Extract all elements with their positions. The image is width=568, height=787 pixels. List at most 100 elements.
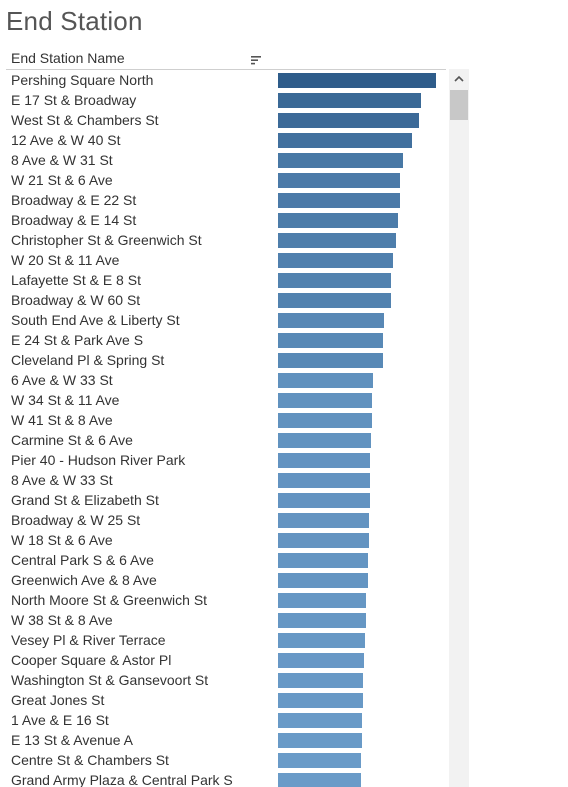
category-label: E 24 St & Park Ave S (11, 332, 144, 348)
table-row[interactable]: Centre St & Chambers St (0, 750, 446, 770)
table-row[interactable]: W 38 St & 8 Ave (0, 610, 446, 630)
category-label: Broadway & E 22 St (11, 192, 137, 208)
bar[interactable] (278, 273, 391, 288)
category-label: Great Jones St (11, 692, 105, 708)
category-label: Central Park S & 6 Ave (11, 552, 154, 568)
category-label: W 21 St & 6 Ave (11, 172, 113, 188)
table-row[interactable]: Pier 40 - Hudson River Park (0, 450, 446, 470)
category-label: Vesey Pl & River Terrace (11, 632, 166, 648)
category-label: E 13 St & Avenue A (11, 732, 133, 748)
bar[interactable] (278, 713, 362, 728)
bar[interactable] (278, 473, 370, 488)
column-header[interactable]: End Station Name (11, 50, 125, 66)
bar[interactable] (278, 453, 370, 468)
bar[interactable] (278, 333, 383, 348)
table-row[interactable]: Washington St & Gansevoort St (0, 670, 446, 690)
table-row[interactable]: Pershing Square North (0, 70, 446, 90)
bar[interactable] (278, 133, 412, 148)
bar[interactable] (278, 553, 368, 568)
bar[interactable] (278, 773, 361, 787)
table-row[interactable]: Greenwich Ave & 8 Ave (0, 570, 446, 590)
table-row[interactable]: E 17 St & Broadway (0, 90, 446, 110)
bar[interactable] (278, 413, 372, 428)
category-label: W 41 St & 8 Ave (11, 412, 113, 428)
scroll-up-button[interactable] (449, 69, 469, 89)
table-row[interactable]: Christopher St & Greenwich St (0, 230, 446, 250)
bar[interactable] (278, 493, 370, 508)
table-row[interactable]: 8 Ave & W 33 St (0, 470, 446, 490)
bar[interactable] (278, 253, 393, 268)
category-label: Broadway & W 25 St (11, 512, 141, 528)
bar[interactable] (278, 433, 371, 448)
table-row[interactable]: West St & Chambers St (0, 110, 446, 130)
table-row[interactable]: W 34 St & 11 Ave (0, 390, 446, 410)
table-row[interactable]: 6 Ave & W 33 St (0, 370, 446, 390)
table-row[interactable]: Cleveland Pl & Spring St (0, 350, 446, 370)
table-row[interactable]: North Moore St & Greenwich St (0, 590, 446, 610)
bar[interactable] (278, 393, 372, 408)
category-label: W 20 St & 11 Ave (11, 252, 120, 268)
table-row[interactable]: Broadway & W 25 St (0, 510, 446, 530)
bar[interactable] (278, 173, 400, 188)
bar[interactable] (278, 613, 366, 628)
bar[interactable] (278, 193, 400, 208)
bar[interactable] (278, 633, 365, 648)
bar[interactable] (278, 733, 362, 748)
bar[interactable] (278, 653, 364, 668)
table-row[interactable]: E 24 St & Park Ave S (0, 330, 446, 350)
table-row[interactable]: Grand St & Elizabeth St (0, 490, 446, 510)
category-label: Broadway & E 14 St (11, 212, 137, 228)
category-label: E 17 St & Broadway (11, 92, 137, 108)
table-row[interactable]: Grand Army Plaza & Central Park S (0, 770, 446, 787)
table-row[interactable]: W 21 St & 6 Ave (0, 170, 446, 190)
table-row[interactable]: Broadway & E 22 St (0, 190, 446, 210)
table-row[interactable]: Cooper Square & Astor Pl (0, 650, 446, 670)
chevron-up-icon (454, 75, 464, 82)
category-label: Broadway & W 60 St (11, 292, 141, 308)
bar[interactable] (278, 113, 419, 128)
category-label: Washington St & Gansevoort St (11, 672, 209, 688)
scrollbar-thumb[interactable] (450, 90, 468, 120)
table-row[interactable]: Broadway & E 14 St (0, 210, 446, 230)
category-label: Carmine St & 6 Ave (11, 432, 133, 448)
table-row[interactable]: South End Ave & Liberty St (0, 310, 446, 330)
bar[interactable] (278, 213, 398, 228)
bar[interactable] (278, 313, 384, 328)
bar[interactable] (278, 353, 383, 368)
bar[interactable] (278, 293, 391, 308)
table-row[interactable]: Central Park S & 6 Ave (0, 550, 446, 570)
sort-descending-icon[interactable] (250, 54, 262, 66)
bar[interactable] (278, 93, 421, 108)
category-label: Pier 40 - Hudson River Park (11, 452, 186, 468)
bar[interactable] (278, 573, 368, 588)
table-row[interactable]: Carmine St & 6 Ave (0, 430, 446, 450)
bar[interactable] (278, 233, 396, 248)
table-row[interactable]: Lafayette St & E 8 St (0, 270, 446, 290)
bar[interactable] (278, 73, 436, 88)
bar[interactable] (278, 153, 403, 168)
bar[interactable] (278, 593, 366, 608)
bar[interactable] (278, 753, 361, 768)
table-row[interactable]: Vesey Pl & River Terrace (0, 630, 446, 650)
table-row[interactable]: 1 Ave & E 16 St (0, 710, 446, 730)
table-row[interactable]: E 13 St & Avenue A (0, 730, 446, 750)
table-row[interactable]: Great Jones St (0, 690, 446, 710)
category-label: W 34 St & 11 Ave (11, 392, 120, 408)
bar[interactable] (278, 693, 363, 708)
category-label: 8 Ave & W 31 St (11, 152, 113, 168)
bar[interactable] (278, 373, 373, 388)
category-label: W 38 St & 8 Ave (11, 612, 113, 628)
bar[interactable] (278, 513, 369, 528)
vertical-scrollbar[interactable] (449, 69, 469, 787)
table-row[interactable]: Broadway & W 60 St (0, 290, 446, 310)
table-row[interactable]: W 20 St & 11 Ave (0, 250, 446, 270)
header-divider (6, 69, 446, 70)
table-row[interactable]: 12 Ave & W 40 St (0, 130, 446, 150)
bar[interactable] (278, 533, 369, 548)
bar[interactable] (278, 673, 363, 688)
table-row[interactable]: W 18 St & 6 Ave (0, 530, 446, 550)
category-label: Cleveland Pl & Spring St (11, 352, 165, 368)
category-label: South End Ave & Liberty St (11, 312, 180, 328)
table-row[interactable]: 8 Ave & W 31 St (0, 150, 446, 170)
table-row[interactable]: W 41 St & 8 Ave (0, 410, 446, 430)
